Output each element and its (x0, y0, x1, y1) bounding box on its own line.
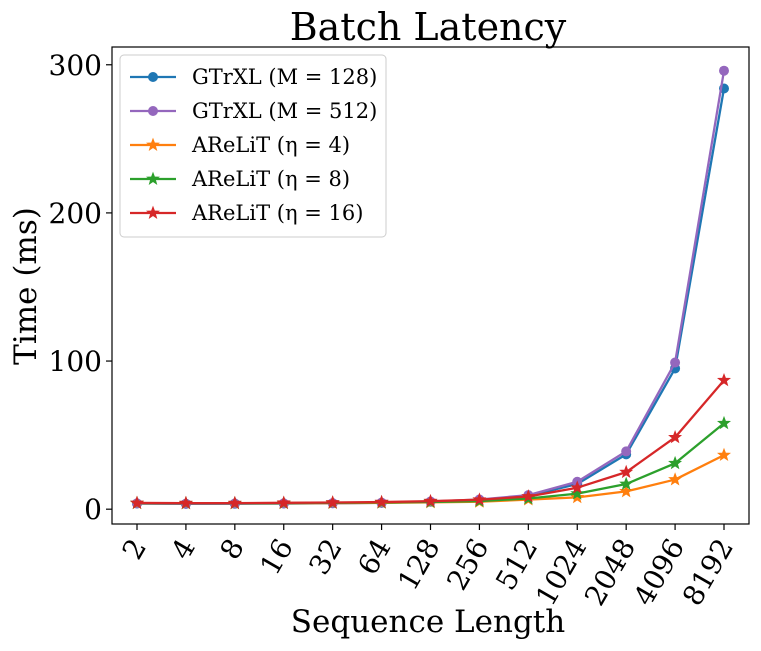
x-tick-label: 4096 (627, 533, 691, 611)
x-tick-label: 8 (213, 533, 250, 565)
x-tick-label: 8192 (676, 533, 740, 611)
data-point (619, 464, 634, 479)
series-line-4 (136, 379, 725, 505)
data-point (717, 372, 731, 387)
x-tick-label: 32 (302, 533, 348, 580)
data-point (374, 494, 389, 509)
data-point (276, 495, 291, 509)
data-point (621, 446, 632, 457)
chart-title: Batch Latency (290, 5, 567, 49)
data-point (619, 476, 634, 490)
data-point (668, 472, 683, 486)
legend-entry-1: GTrXL (M = 512) (130, 99, 377, 123)
x-tick-label: 1024 (529, 533, 593, 611)
legend-marker (148, 106, 158, 116)
data-point (325, 495, 340, 509)
legend-label: AReLiT (η = 8) (191, 167, 350, 191)
x-tick-label: 128 (391, 533, 446, 596)
plot-area (130, 65, 731, 510)
data-point (670, 357, 681, 368)
legend-marker (146, 137, 160, 151)
data-point (668, 429, 683, 444)
data-point (719, 65, 729, 76)
legend-label: AReLiT (η = 4) (191, 133, 350, 157)
data-point (472, 492, 487, 506)
data-point (130, 495, 144, 509)
x-tick-label: 4 (164, 533, 201, 565)
data-point (521, 489, 536, 503)
data-point (570, 486, 585, 500)
legend-entry-4: AReLiT (η = 16) (130, 201, 363, 225)
y-tick-label: 300 (49, 49, 102, 82)
data-point (423, 493, 438, 508)
y-tick-label: 100 (49, 345, 102, 378)
x-tick-label: 16 (253, 533, 299, 580)
legend-box (119, 54, 387, 238)
legend-entry-2: AReLiT (η = 4) (130, 133, 350, 157)
legend-marker (148, 72, 158, 82)
legend-label: AReLiT (η = 16) (191, 201, 363, 225)
x-tick-label: 256 (440, 533, 495, 596)
legend: GTrXL (M = 128) GTrXL (M = 512) AReLiT (η … (119, 54, 387, 238)
data-point (227, 495, 242, 510)
legend-marker (146, 171, 160, 185)
x-tick-label: 64 (351, 533, 397, 580)
data-point (717, 415, 731, 430)
x-tick-label: 2048 (578, 533, 642, 611)
x-tick-label: 2 (116, 533, 153, 565)
y-tick-label: 0 (84, 493, 102, 526)
legend-entry-0: GTrXL (M = 128) (130, 65, 377, 89)
data-point (717, 447, 731, 462)
legend-label: GTrXL (M = 512) (192, 99, 377, 123)
y-tick-label: 200 (49, 197, 102, 230)
data-point (570, 480, 585, 494)
data-point (668, 455, 683, 470)
data-point (619, 484, 634, 498)
series-4 (130, 372, 731, 510)
legend-entry-3: AReLiT (η = 8) (130, 167, 350, 191)
data-point (570, 489, 585, 504)
y-axis-label: Time (ms) (8, 207, 44, 365)
legend-label: GTrXL (M = 128) (192, 65, 377, 89)
data-point (178, 495, 193, 510)
legend-marker (146, 205, 160, 219)
x-axis-label: Sequence Length (291, 604, 565, 640)
